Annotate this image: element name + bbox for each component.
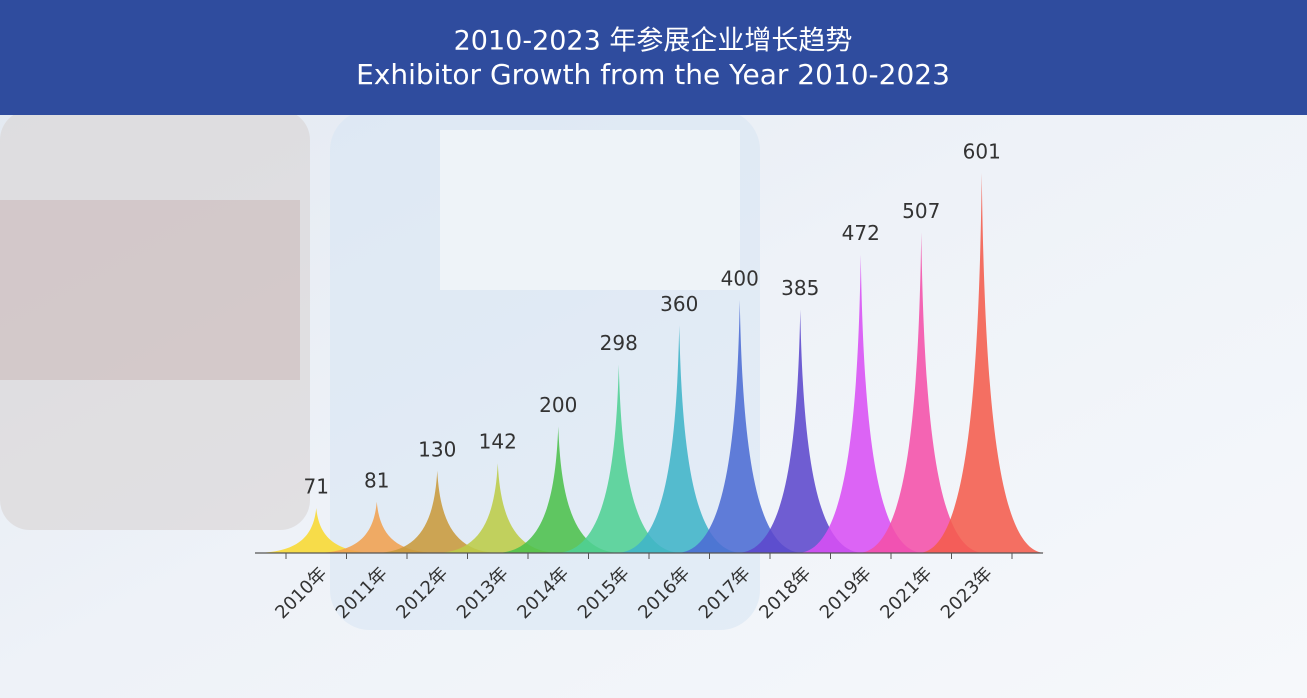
- value-label: 601: [963, 140, 1001, 164]
- spike: [373, 470, 501, 553]
- spike: [615, 325, 743, 553]
- value-label: 200: [539, 393, 577, 417]
- value-label: 360: [660, 292, 698, 316]
- value-label: 298: [600, 331, 638, 355]
- spike: [434, 463, 562, 553]
- value-label: 507: [902, 199, 940, 223]
- value-label: 385: [781, 276, 819, 300]
- spike: [252, 508, 380, 553]
- spike: [676, 300, 804, 553]
- spike: [736, 309, 864, 553]
- title-banner: [0, 0, 1307, 115]
- spike: [797, 254, 925, 553]
- value-label: 142: [479, 430, 517, 454]
- value-label: 472: [842, 221, 880, 245]
- bg-bottle-label: [0, 200, 300, 380]
- spike: [918, 173, 1046, 553]
- value-label: 130: [418, 437, 456, 461]
- value-label: 400: [721, 267, 759, 291]
- spike: [313, 501, 441, 553]
- chart-subtitle: Exhibitor Growth from the Year 2010-2023: [356, 58, 950, 91]
- spike: [494, 426, 622, 553]
- spike: [555, 364, 683, 553]
- value-label: 81: [364, 468, 389, 492]
- spike: [857, 232, 985, 554]
- bg-bottle-label: [440, 130, 740, 290]
- value-label: 71: [304, 475, 329, 499]
- chart-title: 2010-2023 年参展企业增长趋势: [454, 26, 853, 57]
